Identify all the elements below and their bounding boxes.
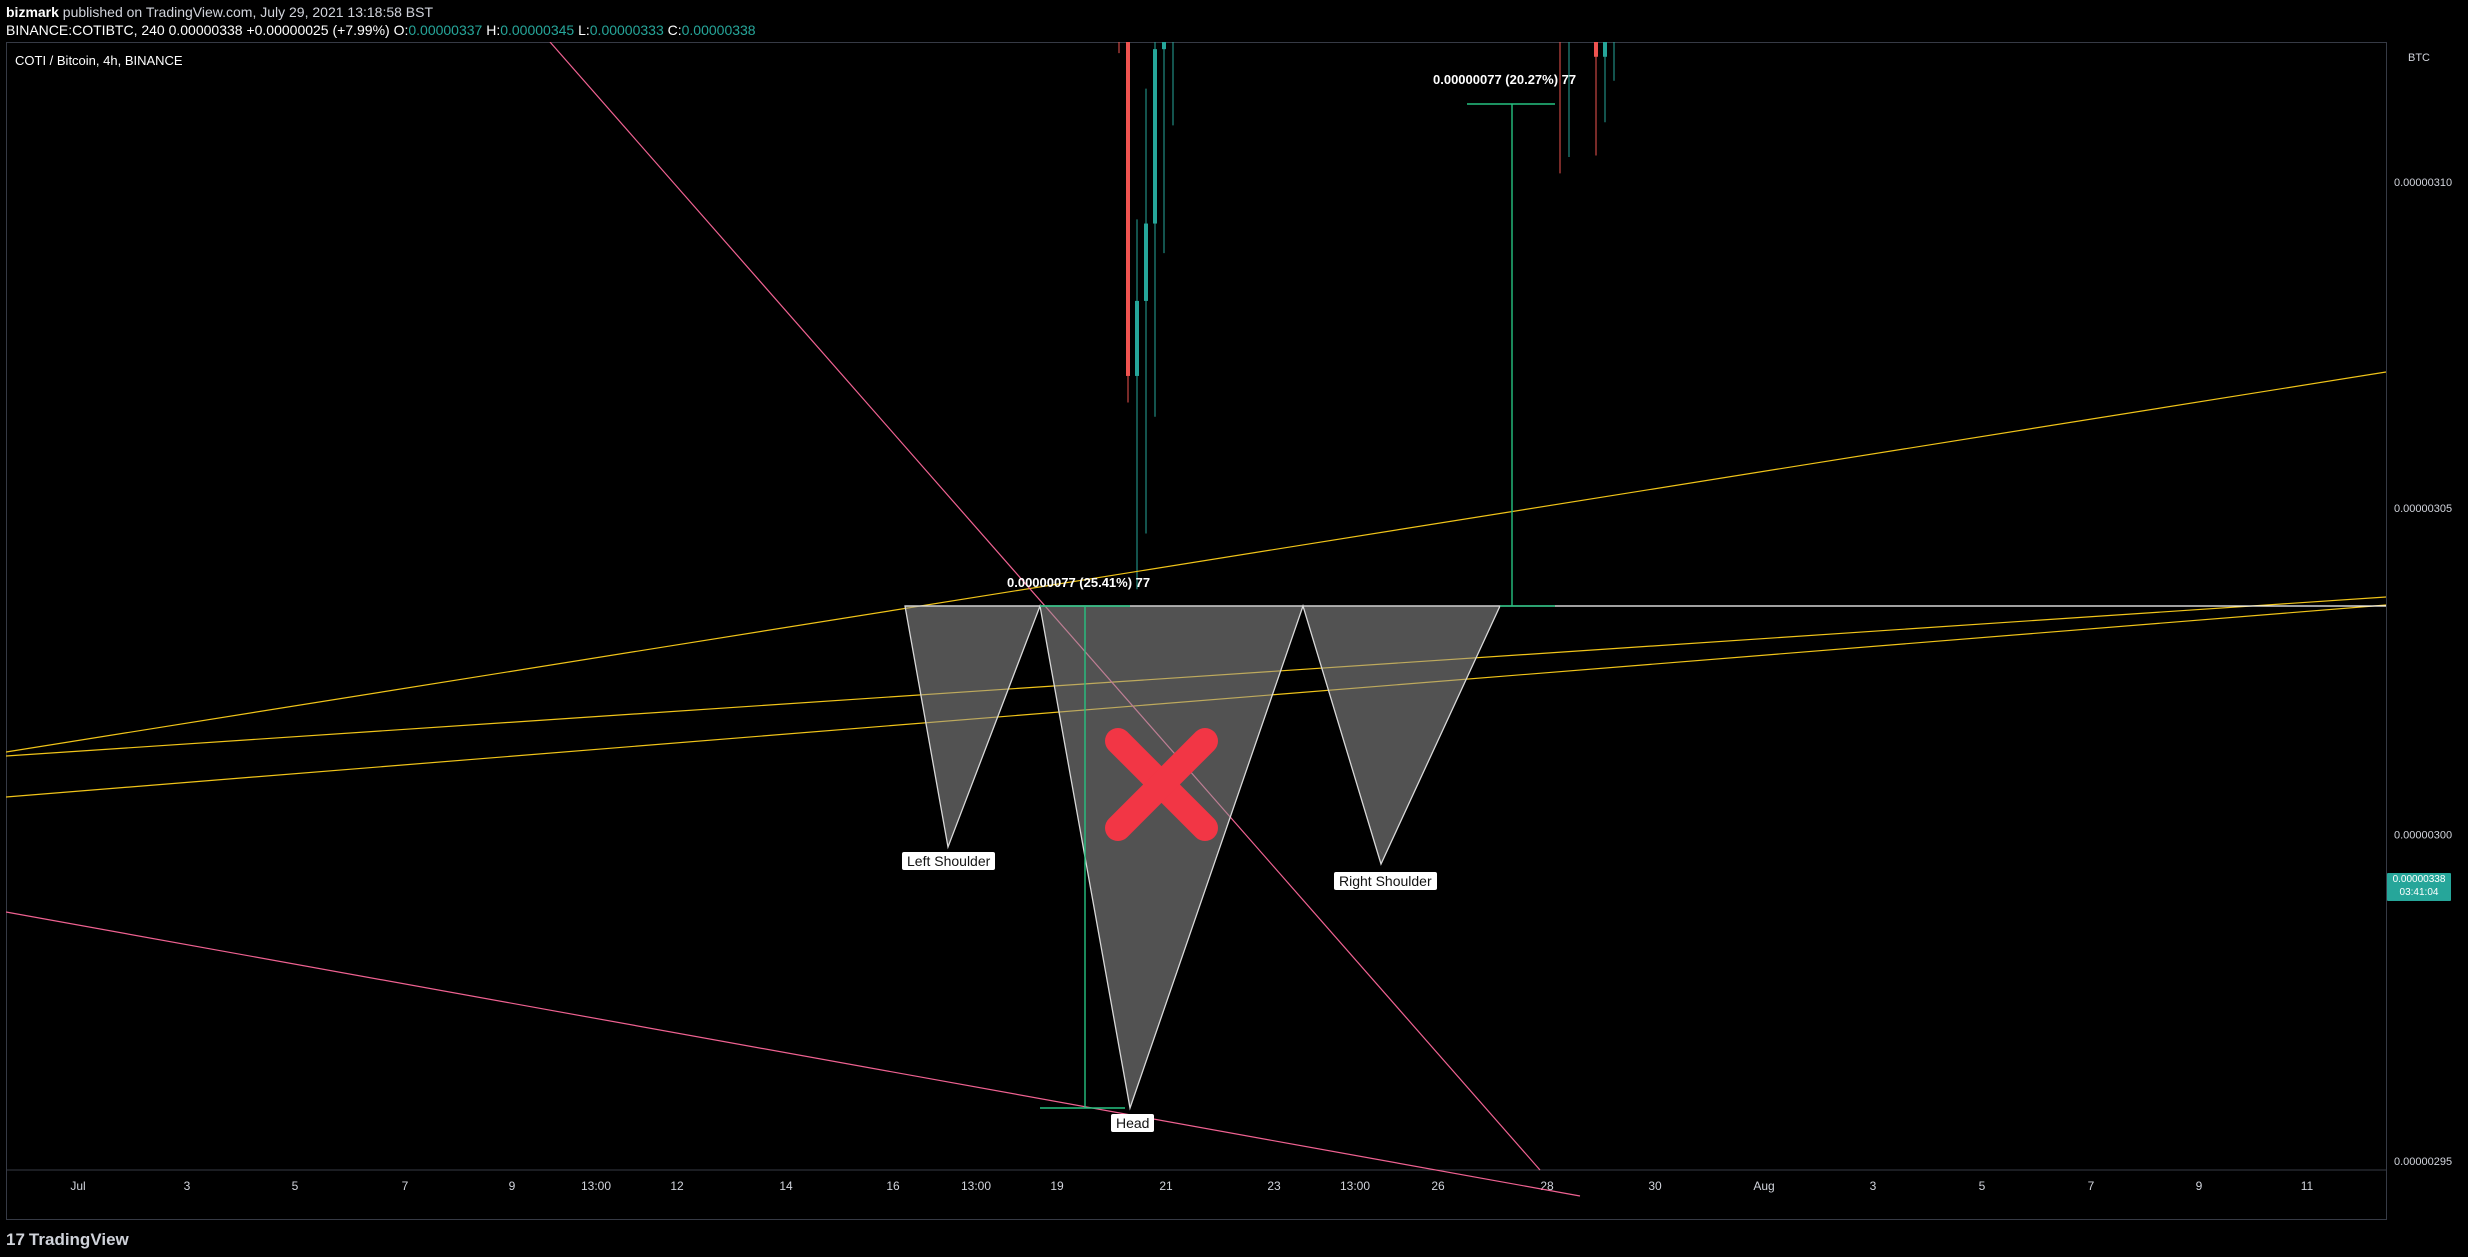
- y-tick-label: 0.00000305: [2394, 503, 2452, 515]
- low-label: L:: [578, 22, 590, 38]
- x-tick-label: 7: [2088, 1179, 2095, 1193]
- high-value: 0.00000345: [500, 22, 575, 38]
- right-shoulder-label[interactable]: Right Shoulder: [1334, 872, 1437, 890]
- candle-body: [1603, 42, 1607, 57]
- x-tick-label: 11: [2301, 1179, 2314, 1193]
- symbol-line: BINANCE:COTIBTC, 240: [6, 22, 165, 38]
- tradingview-logo[interactable]: 17 TradingView: [6, 1230, 129, 1250]
- open-value: 0.00000337: [408, 22, 483, 38]
- x-tick-label: 5: [292, 1179, 299, 1193]
- published-text: published on TradingView.com, July 29, 2…: [58, 4, 434, 20]
- candle-body: [1153, 49, 1157, 224]
- x-tick-label: 21: [1159, 1179, 1173, 1193]
- head-label[interactable]: Head: [1111, 1114, 1155, 1132]
- candle-body: [1126, 42, 1130, 376]
- x-tick-label: Jul: [70, 1179, 85, 1193]
- author-name[interactable]: bizmark: [6, 4, 59, 20]
- candle-body: [1135, 300, 1139, 376]
- publish-line: bizmark published on TradingView.com, Ju…: [6, 4, 433, 20]
- tradingview-wordmark: TradingView: [28, 1230, 129, 1249]
- measure-label-target: 0.00000077 (20.27%) 77: [1433, 72, 1577, 87]
- ascending-trendline-upper: [6, 371, 2387, 753]
- x-tick-label: 3: [1870, 1179, 1877, 1193]
- high-label: H:: [486, 22, 501, 38]
- y-tick-label: 0.00000295: [2394, 1156, 2452, 1168]
- ohlc-line: BINANCE:COTIBTC, 240 0.00000338 +0.00000…: [6, 22, 756, 38]
- x-tick-label: 14: [779, 1179, 793, 1193]
- rejected-cross-icon: [1105, 728, 1218, 841]
- measure-label-neckline: 0.00000077 (25.41%) 77: [1007, 575, 1151, 590]
- y-tick-label: 0.00000310: [2394, 177, 2452, 189]
- close-value: 0.00000338: [681, 22, 756, 38]
- footer-bar: [0, 1220, 2468, 1257]
- low-value: 0.00000333: [589, 22, 664, 38]
- price-change: +0.00000025 (+7.99%): [246, 22, 390, 38]
- x-tick-label: 3: [184, 1179, 191, 1193]
- close-label: C:: [667, 22, 682, 38]
- current-price-value: 0.00000338: [2392, 874, 2446, 885]
- publish-header: bizmark published on TradingView.com, Ju…: [0, 0, 2468, 40]
- head-and-shoulders-pattern: [904, 603, 1502, 1111]
- current-price-tag: 0.00000338 03:41:04: [2387, 873, 2451, 901]
- candle-body: [1162, 42, 1166, 50]
- chart-symbol-title: COTI / Bitcoin, 4h, BINANCE: [15, 53, 183, 68]
- x-tick-label: 16: [886, 1179, 900, 1193]
- x-tick-label: 13:00: [961, 1179, 991, 1193]
- last-price: 0.00000338: [168, 22, 243, 38]
- x-tick-label: 26: [1431, 1179, 1445, 1193]
- x-tick-label: 23: [1267, 1179, 1281, 1193]
- currency-label: BTC: [2408, 52, 2430, 64]
- x-tick-label: 9: [509, 1179, 516, 1193]
- x-tick-label: 5: [1979, 1179, 1986, 1193]
- x-tick-label: Aug: [1753, 1179, 1774, 1193]
- candle-body: [1594, 42, 1598, 57]
- candle-body: [1144, 223, 1148, 301]
- x-tick-label: 12: [670, 1179, 684, 1193]
- x-tick-label: 7: [402, 1179, 409, 1193]
- chart-area[interactable]: 0.00000295 0.00000300 0.00000305 0.00000310…: [6, 42, 2462, 1220]
- x-tick-label: 13:00: [581, 1179, 611, 1193]
- plot-border: [6, 42, 2387, 1220]
- open-label: O:: [393, 22, 409, 38]
- tradingview-mark-icon: 17: [6, 1230, 25, 1249]
- descending-support-line: [6, 911, 1581, 1197]
- x-tick-label: 13:00: [1340, 1179, 1370, 1193]
- bar-countdown: 03:41:04: [2399, 887, 2439, 898]
- price-chart[interactable]: 0.00000295 0.00000300 0.00000305 0.00000310…: [6, 42, 2462, 1220]
- x-tick-label: 9: [2196, 1179, 2203, 1193]
- left-shoulder-label[interactable]: Left Shoulder: [902, 852, 996, 870]
- x-tick-label: 19: [1050, 1179, 1064, 1193]
- x-tick-label: 30: [1648, 1179, 1662, 1193]
- y-tick-label: 0.00000300: [2394, 830, 2452, 842]
